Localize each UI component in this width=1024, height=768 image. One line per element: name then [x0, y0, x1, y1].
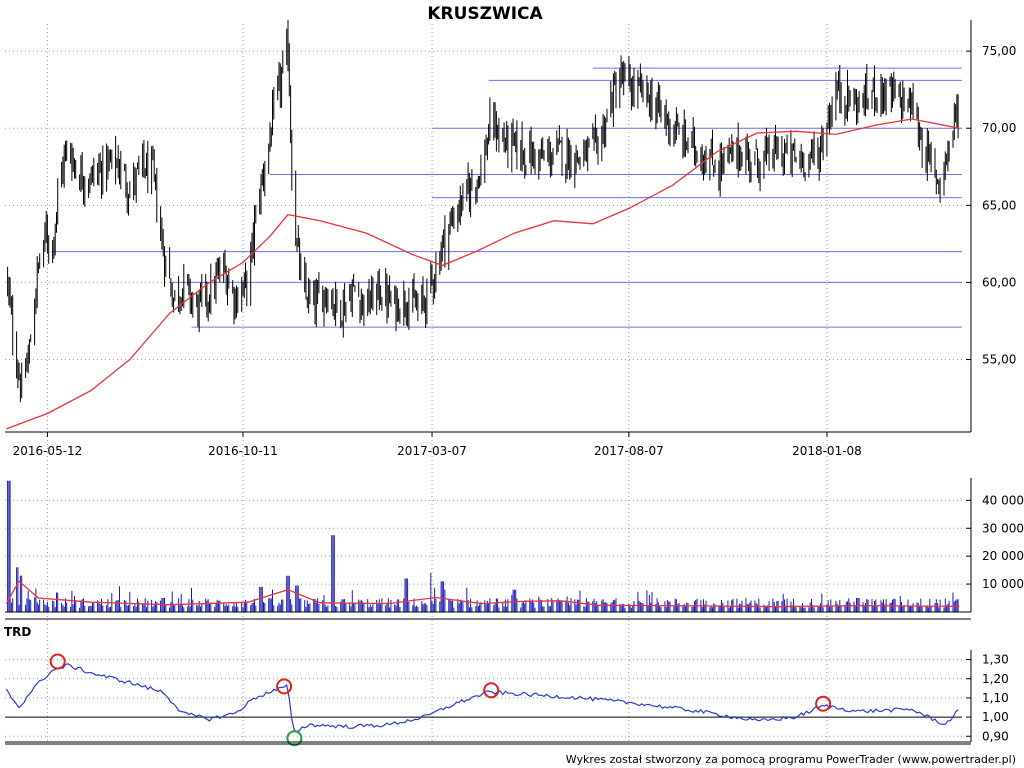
x-tick-label: 2017-08-07 [594, 444, 664, 458]
volume-y-tick-label: 30 000 [982, 521, 1024, 535]
trd-trough-marker [286, 730, 303, 747]
chart-title: KRUSZWICA [427, 4, 543, 24]
volume-y-tick-label: 20 000 [982, 549, 1024, 563]
price-panel [6, 20, 962, 430]
trd-panel-label: TRD [4, 625, 31, 639]
volume-y-tick-label: 40 000 [982, 493, 1024, 507]
x-tick-label: 2017-03-07 [397, 444, 467, 458]
price-y-tick-label: 75,00 [982, 44, 1016, 58]
volume-y-tick-label: 10 000 [982, 577, 1024, 591]
trd-peak-marker [483, 682, 500, 699]
trd-y-tick-label: 1,30 [982, 653, 1009, 667]
x-tick-label: 2016-05-12 [13, 444, 83, 458]
price-y-tick-label: 70,00 [982, 121, 1016, 135]
x-tick-label: 2016-10-11 [208, 444, 278, 458]
volume-average-line [5, 580, 960, 608]
axes: 55,00 60,00 65,00 70,00 75,00 10 000 20 000 30 … [5, 20, 1024, 745]
trd-peak-marker [49, 653, 66, 670]
trd-y-tick-label: 0,90 [982, 729, 1009, 743]
moving-average-line [6, 118, 960, 430]
x-tick-label: 2018-01-08 [792, 444, 862, 458]
trd-y-tick-label: 1,00 [982, 710, 1009, 724]
price-y-tick-label: 60,00 [982, 275, 1016, 289]
trd-y-tick-label: 1,10 [982, 691, 1009, 705]
trd-panel [5, 653, 962, 747]
footer-credit: Wykres został stworzony za pomocą progra… [566, 753, 1016, 766]
trd-peak-marker [815, 695, 832, 712]
price-y-tick-label: 65,00 [982, 198, 1016, 212]
grid-lines [5, 24, 962, 742]
trd-peak-marker [276, 678, 293, 695]
price-y-tick-label: 55,00 [982, 353, 1016, 367]
trd-y-tick-label: 1,20 [982, 672, 1009, 686]
trd-line [5, 663, 959, 733]
volume-panel [5, 480, 960, 612]
